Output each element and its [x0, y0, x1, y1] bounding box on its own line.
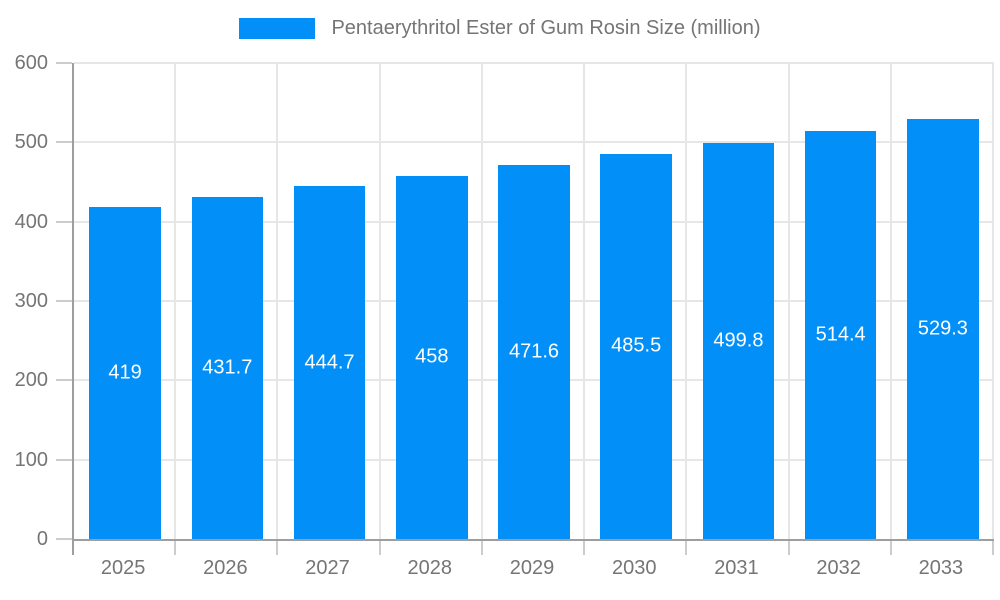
- v-gridline: [480, 63, 483, 539]
- x-axis-tick: [378, 541, 381, 555]
- bar-value-label: 444.7: [304, 351, 355, 374]
- bar: 499.8: [702, 142, 775, 539]
- y-axis-tick-label: 100: [14, 448, 48, 471]
- x-axis-tick-label: 2029: [509, 557, 555, 579]
- bar-value-label: 485.5: [611, 334, 662, 357]
- y-axis-tick-label: 500: [14, 131, 48, 154]
- bar: 514.4: [804, 130, 877, 539]
- y-axis-tick-label: 300: [14, 290, 48, 312]
- x-axis-tick-label: 2028: [407, 557, 453, 579]
- y-axis-tick: [56, 141, 72, 144]
- bar-value-label: 499.8: [713, 329, 764, 352]
- x-axis-tick-label: 2027: [305, 557, 350, 579]
- x-axis-tick-label: 2030: [611, 557, 657, 579]
- x-axis-tick-label: 2032: [816, 557, 861, 579]
- bar: 471.6: [498, 164, 570, 539]
- bar-value-label: 529.3: [917, 317, 968, 340]
- y-axis-tick: [56, 220, 72, 223]
- x-axis-tick: [787, 541, 790, 555]
- x-axis-tick: [685, 541, 688, 555]
- y-axis-tick: [56, 538, 72, 540]
- v-gridline: [889, 63, 892, 539]
- x-axis-tick: [480, 541, 483, 555]
- chart-legend: Pentaerythritol Ester of Gum Rosin Size …: [0, 17, 1000, 40]
- x-axis-tick: [992, 541, 994, 555]
- v-gridline: [583, 63, 586, 539]
- bar-value-label: 514.4: [815, 323, 866, 346]
- h-gridline: [74, 62, 994, 64]
- bar: 419: [89, 206, 161, 539]
- y-axis-tick: [56, 300, 72, 302]
- bar-value-label: 431.7: [202, 356, 253, 379]
- bar: 529.3: [907, 119, 979, 539]
- y-axis-tick: [56, 379, 72, 382]
- x-axis-tick: [72, 541, 74, 555]
- x-axis-tick: [889, 541, 892, 555]
- bar: 431.7: [191, 196, 264, 539]
- legend-label: Pentaerythritol Ester of Gum Rosin Size …: [331, 17, 761, 39]
- y-axis-tick-label: 400: [14, 210, 48, 233]
- v-gridline: [276, 63, 279, 539]
- v-gridline: [174, 63, 177, 539]
- bar-value-label: 471.6: [508, 340, 560, 363]
- v-gridline: [992, 63, 994, 539]
- bar-value-label: 419: [108, 361, 142, 384]
- h-gridline: [74, 141, 994, 144]
- x-axis-tick: [583, 541, 586, 555]
- y-axis-tick: [56, 62, 72, 64]
- v-gridline: [787, 63, 790, 539]
- bar: 458: [396, 175, 468, 539]
- v-gridline: [378, 63, 381, 539]
- bar-value-label: 458: [415, 345, 449, 368]
- y-axis-tick-label: 600: [14, 52, 48, 74]
- x-axis-tick: [276, 541, 279, 555]
- bar: 444.7: [293, 186, 366, 539]
- legend-swatch: [239, 18, 316, 39]
- y-axis-tick-label: 0: [36, 528, 48, 550]
- y-axis-tick: [56, 458, 72, 461]
- x-axis-tick-label: 2031: [714, 557, 759, 579]
- x-axis-tick-label: 2025: [100, 557, 146, 579]
- plot-area: 419 431.7 444.7 458 471.6 485.5 499.8 514.4 529.…: [56, 62, 994, 555]
- y-axis-tick-label: 200: [14, 369, 48, 392]
- x-axis-tick: [174, 541, 177, 555]
- x-axis-tick-label: 2026: [203, 557, 248, 579]
- x-axis-tick-label: 2033: [918, 557, 964, 579]
- bar: 485.5: [600, 153, 672, 539]
- v-gridline: [685, 63, 688, 539]
